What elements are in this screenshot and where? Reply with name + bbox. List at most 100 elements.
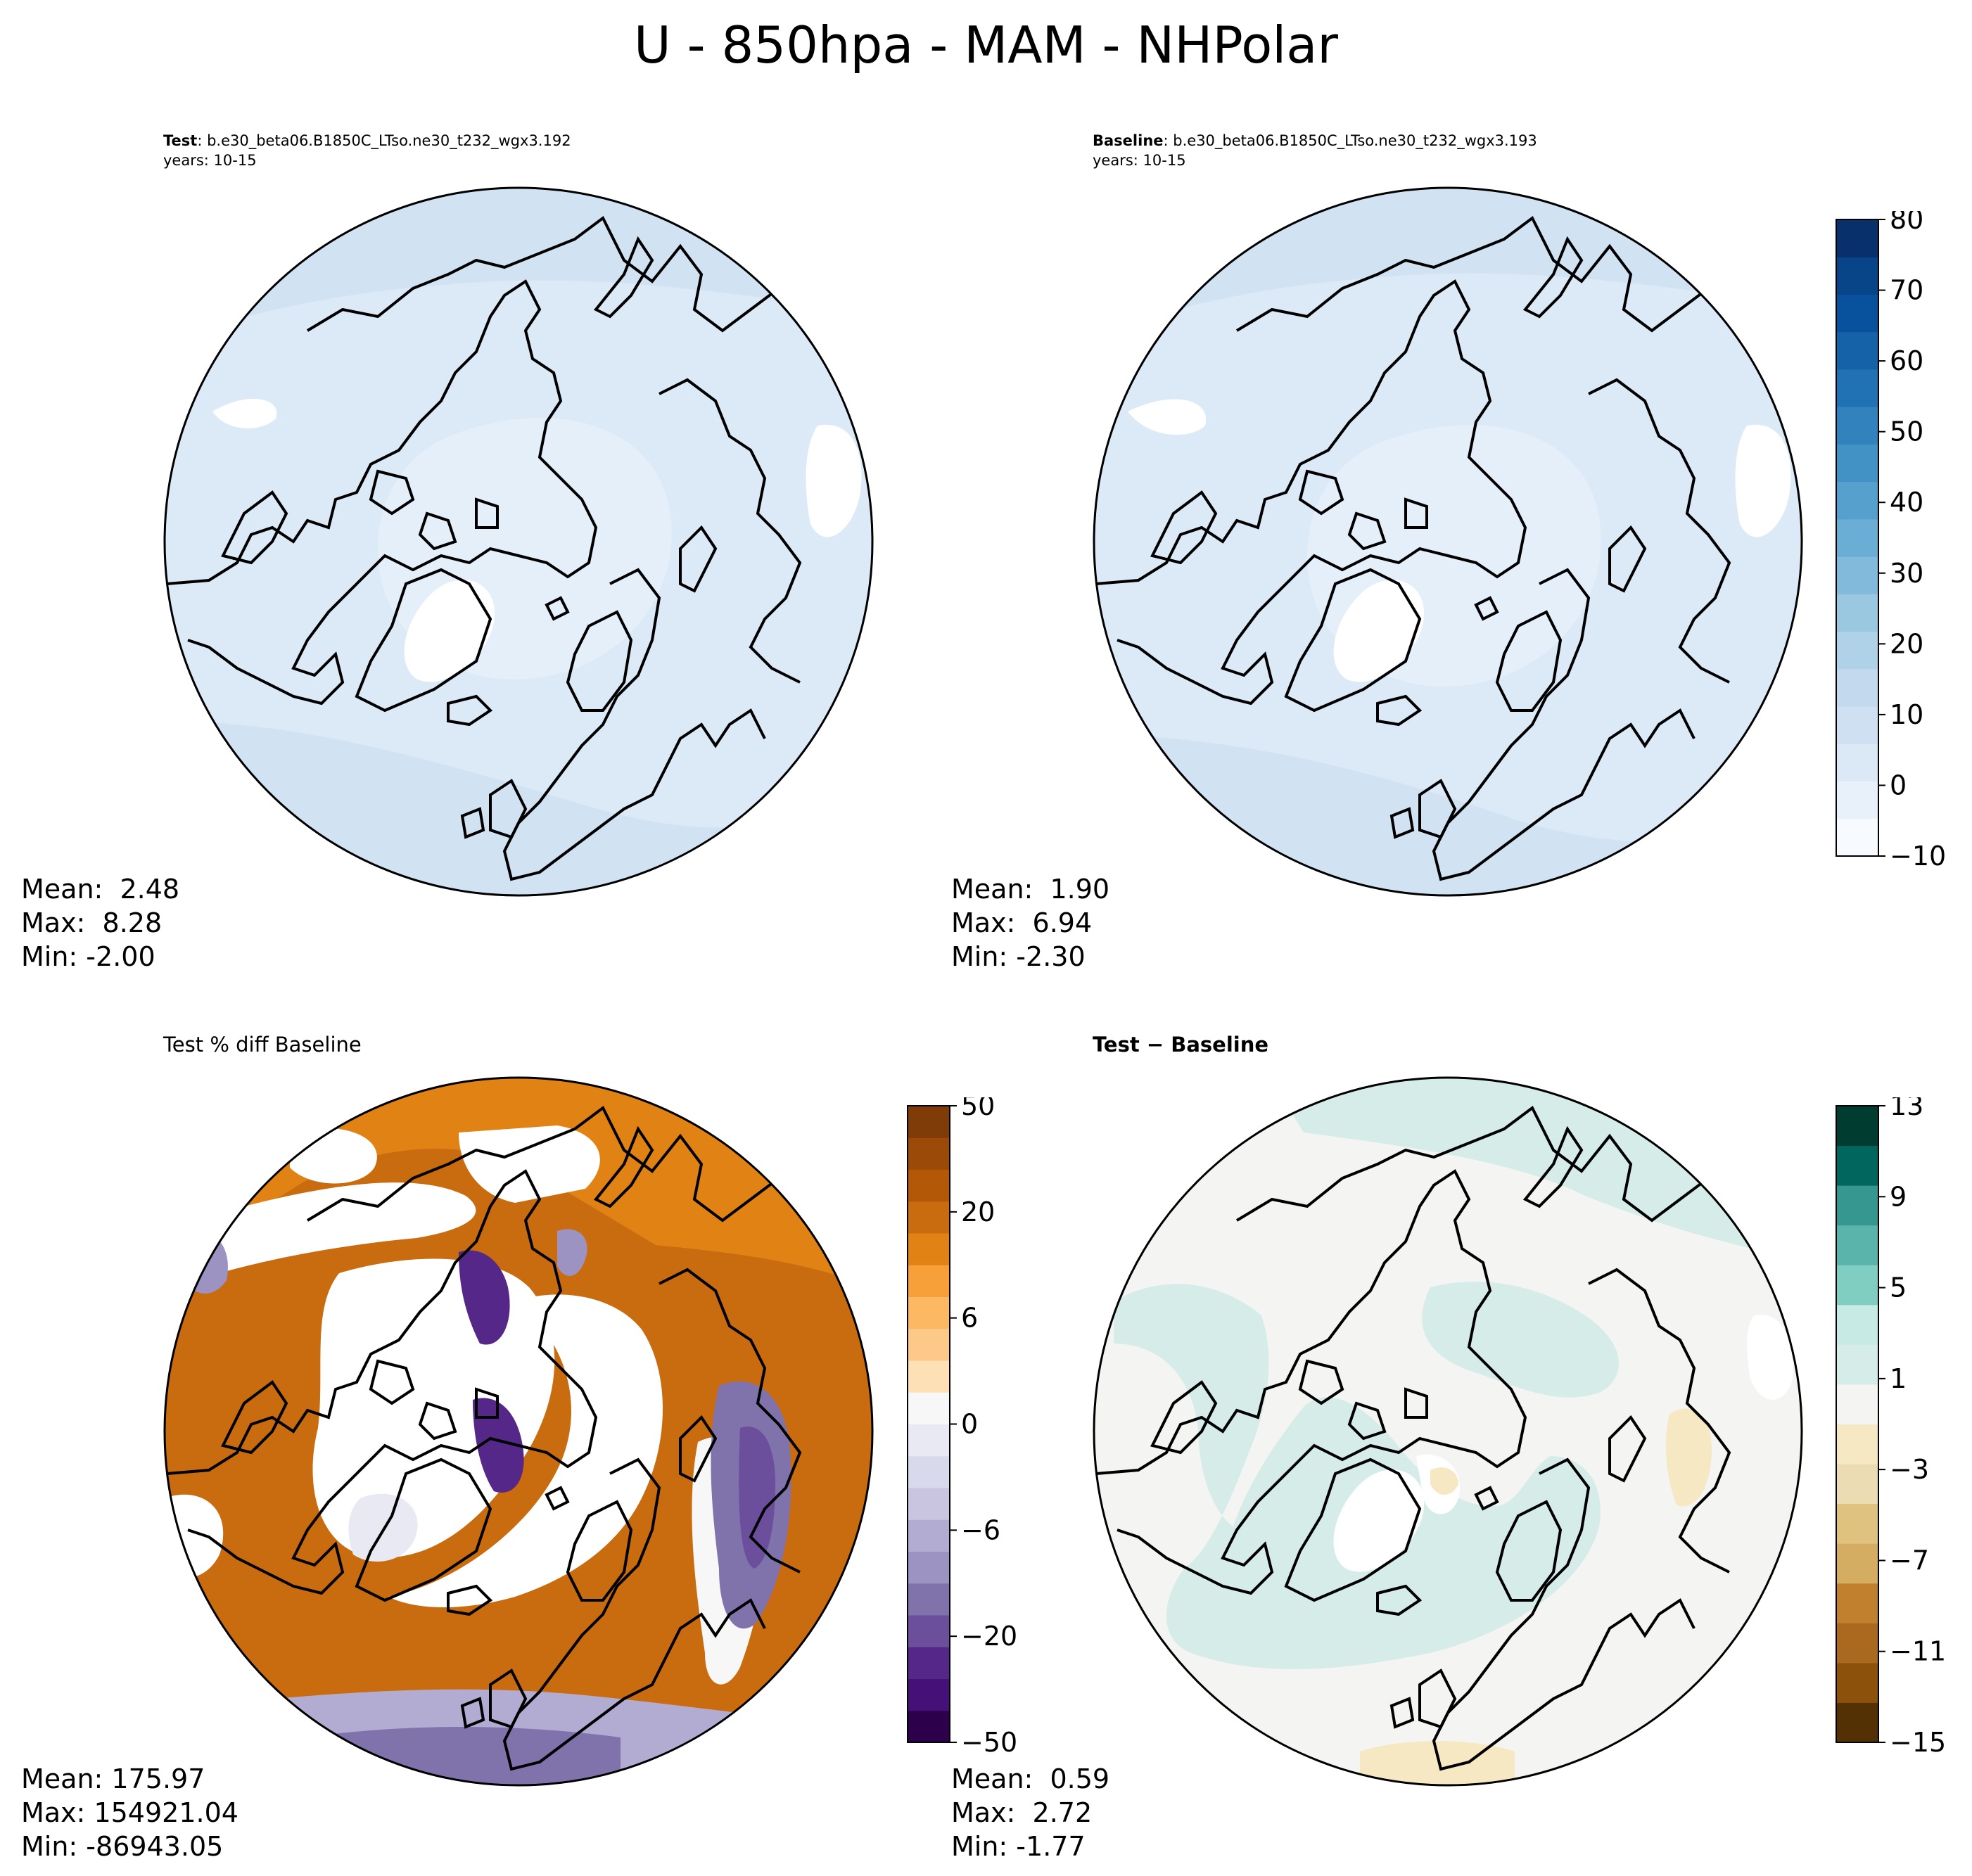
colorbar-segment bbox=[1836, 257, 1878, 295]
figure-title: U - 850hpa - MAM - NHPolar bbox=[634, 15, 1338, 75]
colorbar-segment bbox=[1836, 1623, 1878, 1664]
colorbar-tick-label: 50 bbox=[961, 1097, 995, 1121]
colorbar-segment bbox=[1836, 1344, 1878, 1385]
greenland-white-region bbox=[1333, 580, 1425, 682]
greenland-white-region bbox=[1333, 1469, 1425, 1572]
colorbar-tick-label: −11 bbox=[1890, 1636, 1946, 1667]
test-panel-title: Test: b.e30_beta06.B1850C_LTso.ne30_t232… bbox=[163, 131, 571, 170]
colorbar-tick-label: 9 bbox=[1890, 1181, 1907, 1212]
negative-region bbox=[739, 1427, 775, 1569]
baseline-panel-title: Baseline: b.e30_beta06.B1850C_LTso.ne30_… bbox=[1093, 131, 1537, 170]
negative-region bbox=[557, 1229, 587, 1276]
diff-map bbox=[1093, 1076, 1803, 1787]
negative-region bbox=[459, 1250, 510, 1345]
white-region bbox=[388, 1294, 663, 1607]
baseline-case-name: : b.e30_beta06.B1850C_LTso.ne30_t232_wgx… bbox=[1163, 132, 1537, 149]
colorbar-segment bbox=[908, 1328, 950, 1361]
colorbar-segment bbox=[1836, 294, 1878, 333]
colorbar-segment bbox=[908, 1201, 950, 1234]
baseline-years: years: 10-15 bbox=[1093, 152, 1186, 169]
colorbar-segment bbox=[908, 1615, 950, 1647]
colorbar-tick-label: 20 bbox=[961, 1197, 995, 1227]
colorbar-segment bbox=[908, 1647, 950, 1679]
white-region bbox=[205, 1182, 476, 1273]
contour-band bbox=[165, 1078, 872, 1287]
baseline-min: Min: -2.30 bbox=[951, 941, 1086, 972]
colorbar-tick-label: 50 bbox=[1890, 416, 1923, 447]
colorbar-segment bbox=[1836, 1583, 1878, 1623]
colorbar-tick-label: 5 bbox=[1890, 1272, 1907, 1303]
colorbar-tick-label: 6 bbox=[961, 1303, 978, 1334]
colorbar-segment bbox=[1836, 331, 1878, 370]
colorbar-segment bbox=[908, 1392, 950, 1424]
colorbar-segment bbox=[1836, 1384, 1878, 1424]
pct-diff-map bbox=[163, 1076, 874, 1787]
colorbar-segment bbox=[908, 1551, 950, 1584]
pct-diff-max: Max: 154921.04 bbox=[21, 1797, 238, 1828]
colorbar-segment bbox=[1836, 1424, 1878, 1465]
negative-region bbox=[473, 1398, 524, 1493]
colorbar-segment bbox=[908, 1424, 950, 1457]
diff-mean: Mean: 0.59 bbox=[951, 1763, 1110, 1794]
baseline-max: Max: 6.94 bbox=[951, 907, 1093, 938]
colorbar-segment bbox=[1836, 556, 1878, 594]
test-stats: Mean: 2.48 Max: 8.28 Min: -2.00 bbox=[21, 872, 179, 974]
greenland-white-region bbox=[404, 580, 495, 682]
colorbar-segment bbox=[1836, 1106, 1878, 1147]
test-min: Min: -2.00 bbox=[21, 941, 155, 972]
colorbar-tick-label: −10 bbox=[1890, 841, 1946, 872]
colorbar-segment bbox=[1836, 1464, 1878, 1505]
colorbar-segment bbox=[1836, 744, 1878, 782]
white-region bbox=[212, 398, 277, 428]
colorbar-segment bbox=[1836, 518, 1878, 557]
colorbar-segment bbox=[1836, 706, 1878, 744]
colorbar-segment bbox=[1836, 444, 1878, 483]
diff-max: Max: 2.72 bbox=[951, 1797, 1093, 1828]
colorbar-tick-label: 20 bbox=[1890, 628, 1923, 659]
colorbar-segment bbox=[908, 1296, 950, 1329]
colorbar-segment bbox=[1836, 668, 1878, 707]
colorbar-tick-label: 0 bbox=[1890, 770, 1907, 800]
map-boundary bbox=[1093, 186, 1803, 897]
colorbar-tick-label: −3 bbox=[1890, 1454, 1929, 1485]
pct-diff-title: Test % diff Baseline bbox=[163, 1033, 362, 1057]
pct-diff-mean: Mean: 175.97 bbox=[21, 1763, 205, 1794]
colorbar-tick-label: 13 bbox=[1890, 1097, 1923, 1121]
colorbar-tick-label: −15 bbox=[1890, 1727, 1946, 1758]
colorbar-tick-label: −20 bbox=[961, 1621, 1017, 1652]
colorbar-segment bbox=[908, 1106, 950, 1138]
colorbar-segment bbox=[1836, 1265, 1878, 1306]
colorbar-tick-label: 60 bbox=[1890, 345, 1923, 376]
colorbar-tick-label: 70 bbox=[1890, 275, 1923, 306]
colorbar-segment bbox=[908, 1519, 950, 1552]
colorbar-segment bbox=[908, 1583, 950, 1616]
map-boundary bbox=[163, 186, 874, 897]
white-region bbox=[806, 424, 862, 537]
test-max: Max: 8.28 bbox=[21, 907, 163, 938]
colorbar-tick-label: 30 bbox=[1890, 558, 1923, 589]
colorbar-tick-label: 40 bbox=[1890, 487, 1923, 518]
test-label: Test bbox=[163, 132, 198, 149]
baseline-map bbox=[1093, 186, 1803, 897]
white-region bbox=[1735, 424, 1791, 537]
colorbar-segment bbox=[908, 1455, 950, 1488]
colorbar-segment bbox=[1836, 818, 1878, 857]
pct-diff-stats: Mean: 175.97 Max: 154921.04 Min: -86943.… bbox=[21, 1762, 238, 1863]
colorbar-frame bbox=[1836, 1105, 1879, 1743]
colorbar-tick-label: −50 bbox=[961, 1727, 1017, 1758]
baseline-mean: Mean: 1.90 bbox=[951, 874, 1110, 905]
greenland-region bbox=[348, 1493, 418, 1562]
positive-region bbox=[1114, 1284, 1601, 1670]
test-map bbox=[163, 186, 874, 897]
colorbar-segment bbox=[1836, 1145, 1878, 1186]
colorbar-segment bbox=[908, 1265, 950, 1297]
colorbar-frame bbox=[1836, 219, 1879, 857]
colorbar-tick-label: 1 bbox=[1890, 1363, 1907, 1394]
negative-region bbox=[1430, 1467, 1458, 1495]
baseline-label: Baseline bbox=[1093, 132, 1164, 149]
colorbar-segment bbox=[1836, 631, 1878, 670]
colorbar-tick-label: 10 bbox=[1890, 699, 1923, 730]
colorbar-tick-label: −6 bbox=[961, 1514, 1000, 1545]
colorbar-segment bbox=[1836, 407, 1878, 445]
colorbar-segment bbox=[1836, 594, 1878, 632]
